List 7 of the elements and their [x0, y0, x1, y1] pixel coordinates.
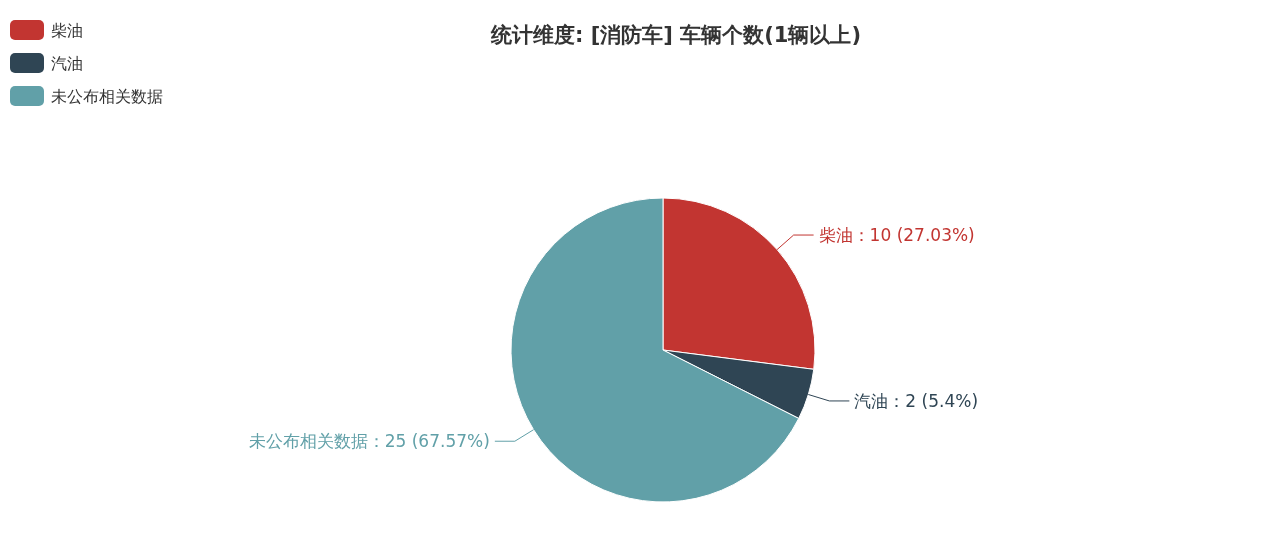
legend-label: 汽油: [51, 54, 83, 73]
data-label: 未公布相关数据：25 (67.57%): [248, 431, 490, 452]
legend-label: 柴油: [51, 21, 83, 40]
legend-label: 未公布相关数据: [51, 87, 163, 106]
data-label: 汽油：2 (5.4%): [854, 390, 979, 411]
data-label: 柴油：10 (27.03%): [818, 225, 975, 246]
chart-title: 统计维度: [消防车] 车辆个数(1辆以上): [489, 23, 862, 47]
